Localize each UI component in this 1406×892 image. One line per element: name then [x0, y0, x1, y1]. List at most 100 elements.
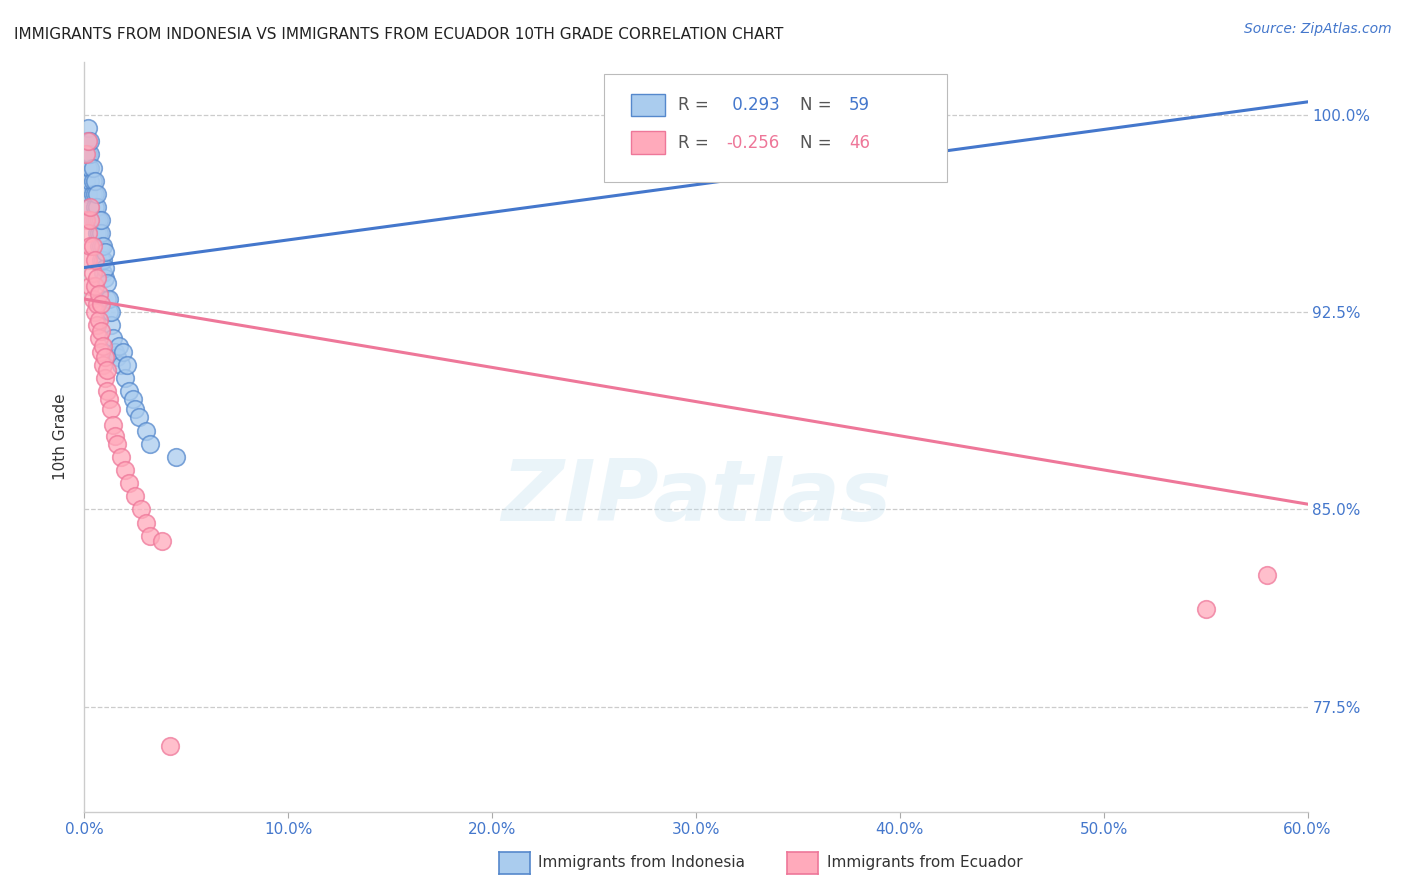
Point	[82, 174, 104, 188]
Point	[105, 350, 128, 364]
Point	[87, 313, 110, 327]
Point	[82, 266, 104, 280]
Point	[77, 134, 100, 148]
Point	[110, 450, 132, 464]
Point	[93, 371, 115, 385]
Text: -0.256: -0.256	[727, 134, 780, 152]
Point	[75, 147, 97, 161]
FancyBboxPatch shape	[605, 74, 946, 182]
Point	[114, 463, 136, 477]
Point	[124, 489, 146, 503]
Point	[86, 271, 108, 285]
Point	[112, 344, 135, 359]
Point	[77, 147, 100, 161]
Point	[87, 239, 110, 253]
Point	[79, 134, 101, 148]
Point	[122, 392, 145, 406]
Point	[91, 358, 114, 372]
Point	[124, 402, 146, 417]
Point	[93, 260, 115, 275]
Point	[86, 186, 108, 201]
Point	[138, 436, 160, 450]
Point	[93, 350, 115, 364]
Point	[91, 266, 114, 280]
Point	[75, 213, 97, 227]
Point	[79, 200, 101, 214]
Point	[77, 161, 100, 175]
Point	[75, 134, 97, 148]
Point	[138, 529, 160, 543]
Text: R =: R =	[678, 96, 714, 114]
Point	[104, 429, 127, 443]
Point	[165, 450, 187, 464]
Point	[82, 161, 104, 175]
Point	[79, 239, 101, 253]
Point	[82, 213, 104, 227]
Text: Immigrants from Indonesia: Immigrants from Indonesia	[538, 855, 745, 870]
Point	[90, 227, 112, 241]
Point	[90, 324, 112, 338]
Text: 46: 46	[849, 134, 870, 152]
Point	[77, 252, 100, 267]
Point	[87, 227, 110, 241]
Text: Source: ZipAtlas.com: Source: ZipAtlas.com	[1244, 22, 1392, 37]
Text: Immigrants from Ecuador: Immigrants from Ecuador	[827, 855, 1022, 870]
Point	[101, 418, 124, 433]
Point	[79, 279, 101, 293]
Point	[97, 292, 120, 306]
Point	[114, 371, 136, 385]
Point	[97, 305, 120, 319]
Point	[86, 200, 108, 214]
Point	[90, 252, 112, 267]
Bar	[631, 94, 665, 116]
Point	[86, 213, 108, 227]
Point	[75, 174, 97, 188]
Point	[105, 436, 128, 450]
Point	[82, 186, 104, 201]
Point	[115, 358, 138, 372]
Point	[1256, 568, 1278, 582]
Text: R =: R =	[678, 134, 714, 152]
Point	[93, 244, 115, 259]
Point	[83, 252, 105, 267]
Point	[100, 402, 122, 417]
Text: N =: N =	[800, 96, 837, 114]
Point	[131, 502, 153, 516]
Point	[79, 174, 101, 188]
Point	[91, 339, 114, 353]
Point	[104, 344, 127, 359]
Point	[128, 410, 150, 425]
Point	[79, 213, 101, 227]
Point	[87, 331, 110, 345]
Point	[150, 533, 173, 548]
Point	[100, 305, 122, 319]
Point	[86, 318, 108, 333]
Point	[79, 161, 101, 175]
Point	[110, 358, 132, 372]
Point	[79, 147, 101, 161]
Point	[135, 516, 157, 530]
Point	[90, 239, 112, 253]
Text: N =: N =	[800, 134, 837, 152]
Bar	[631, 131, 665, 153]
Point	[77, 121, 100, 136]
Point	[118, 384, 141, 398]
Point	[135, 424, 157, 438]
Text: 59: 59	[849, 96, 870, 114]
Point	[91, 252, 114, 267]
Point	[96, 384, 118, 398]
Point	[77, 227, 100, 241]
Point	[96, 292, 118, 306]
Point	[108, 339, 131, 353]
Text: IMMIGRANTS FROM INDONESIA VS IMMIGRANTS FROM ECUADOR 10TH GRADE CORRELATION CHAR: IMMIGRANTS FROM INDONESIA VS IMMIGRANTS …	[14, 27, 783, 42]
Point	[79, 200, 101, 214]
Point	[1195, 602, 1218, 616]
Point	[97, 392, 120, 406]
Point	[77, 186, 100, 201]
Point	[91, 239, 114, 253]
Point	[86, 227, 108, 241]
Y-axis label: 10th Grade: 10th Grade	[53, 393, 69, 481]
Text: ZIPatlas: ZIPatlas	[501, 456, 891, 539]
Point	[90, 213, 112, 227]
Point	[87, 286, 110, 301]
